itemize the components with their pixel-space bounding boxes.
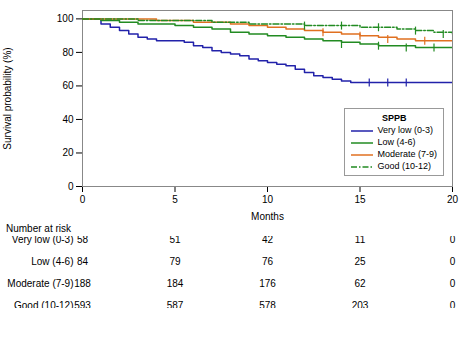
svg-text:0: 0 [450, 256, 456, 267]
svg-text:60: 60 [62, 80, 74, 91]
svg-text:84: 84 [77, 256, 89, 267]
svg-text:20: 20 [62, 147, 74, 158]
html-text:Low (4-6): Low (4-6) [377, 137, 416, 147]
svg-text:203: 203 [352, 300, 369, 308]
svg-text:80: 80 [62, 47, 74, 58]
svg-text:100: 100 [57, 13, 74, 24]
svg-text:0: 0 [68, 181, 74, 192]
svg-text:11: 11 [355, 236, 366, 245]
svg-text:0: 0 [450, 236, 456, 245]
html-text:Good (10-12): Good (10-12) [377, 161, 431, 171]
svg-text:20: 20 [447, 194, 459, 205]
svg-text:51: 51 [169, 236, 181, 245]
svg-text:176: 176 [259, 278, 276, 289]
svg-text:Survival probability (%): Survival probability (%) [2, 47, 13, 149]
svg-text:42: 42 [262, 236, 274, 245]
svg-text:593: 593 [74, 300, 91, 308]
svg-text:578: 578 [259, 300, 276, 308]
svg-text:76: 76 [262, 256, 274, 267]
svg-text:10: 10 [262, 194, 274, 205]
svg-text:0: 0 [450, 300, 456, 308]
svg-text:Months: Months [251, 211, 284, 222]
svg-text:5: 5 [172, 194, 178, 205]
svg-text:Moderate (7-9): Moderate (7-9) [7, 278, 73, 289]
svg-text:15: 15 [354, 194, 366, 205]
svg-text:Good (10-12): Good (10-12) [14, 300, 73, 308]
svg-text:Low (4-6): Low (4-6) [31, 256, 73, 267]
html-text:SPPB: SPPB [382, 113, 407, 123]
svg-text:0: 0 [450, 278, 456, 289]
html-text:Very low (0-3): Very low (0-3) [377, 125, 433, 135]
svg-text:40: 40 [62, 114, 74, 125]
svg-text:62: 62 [354, 278, 366, 289]
svg-text:587: 587 [167, 300, 184, 308]
html-text:Moderate (7-9): Moderate (7-9) [377, 149, 437, 159]
svg-text:188: 188 [74, 278, 91, 289]
svg-text:184: 184 [167, 278, 184, 289]
html-text:Number at risk: Number at risk [6, 223, 71, 234]
svg-text:58: 58 [77, 236, 89, 245]
svg-text:25: 25 [354, 256, 366, 267]
svg-text:Very low (0-3): Very low (0-3) [12, 236, 74, 245]
svg-text:0: 0 [80, 194, 86, 205]
svg-text:79: 79 [169, 256, 181, 267]
